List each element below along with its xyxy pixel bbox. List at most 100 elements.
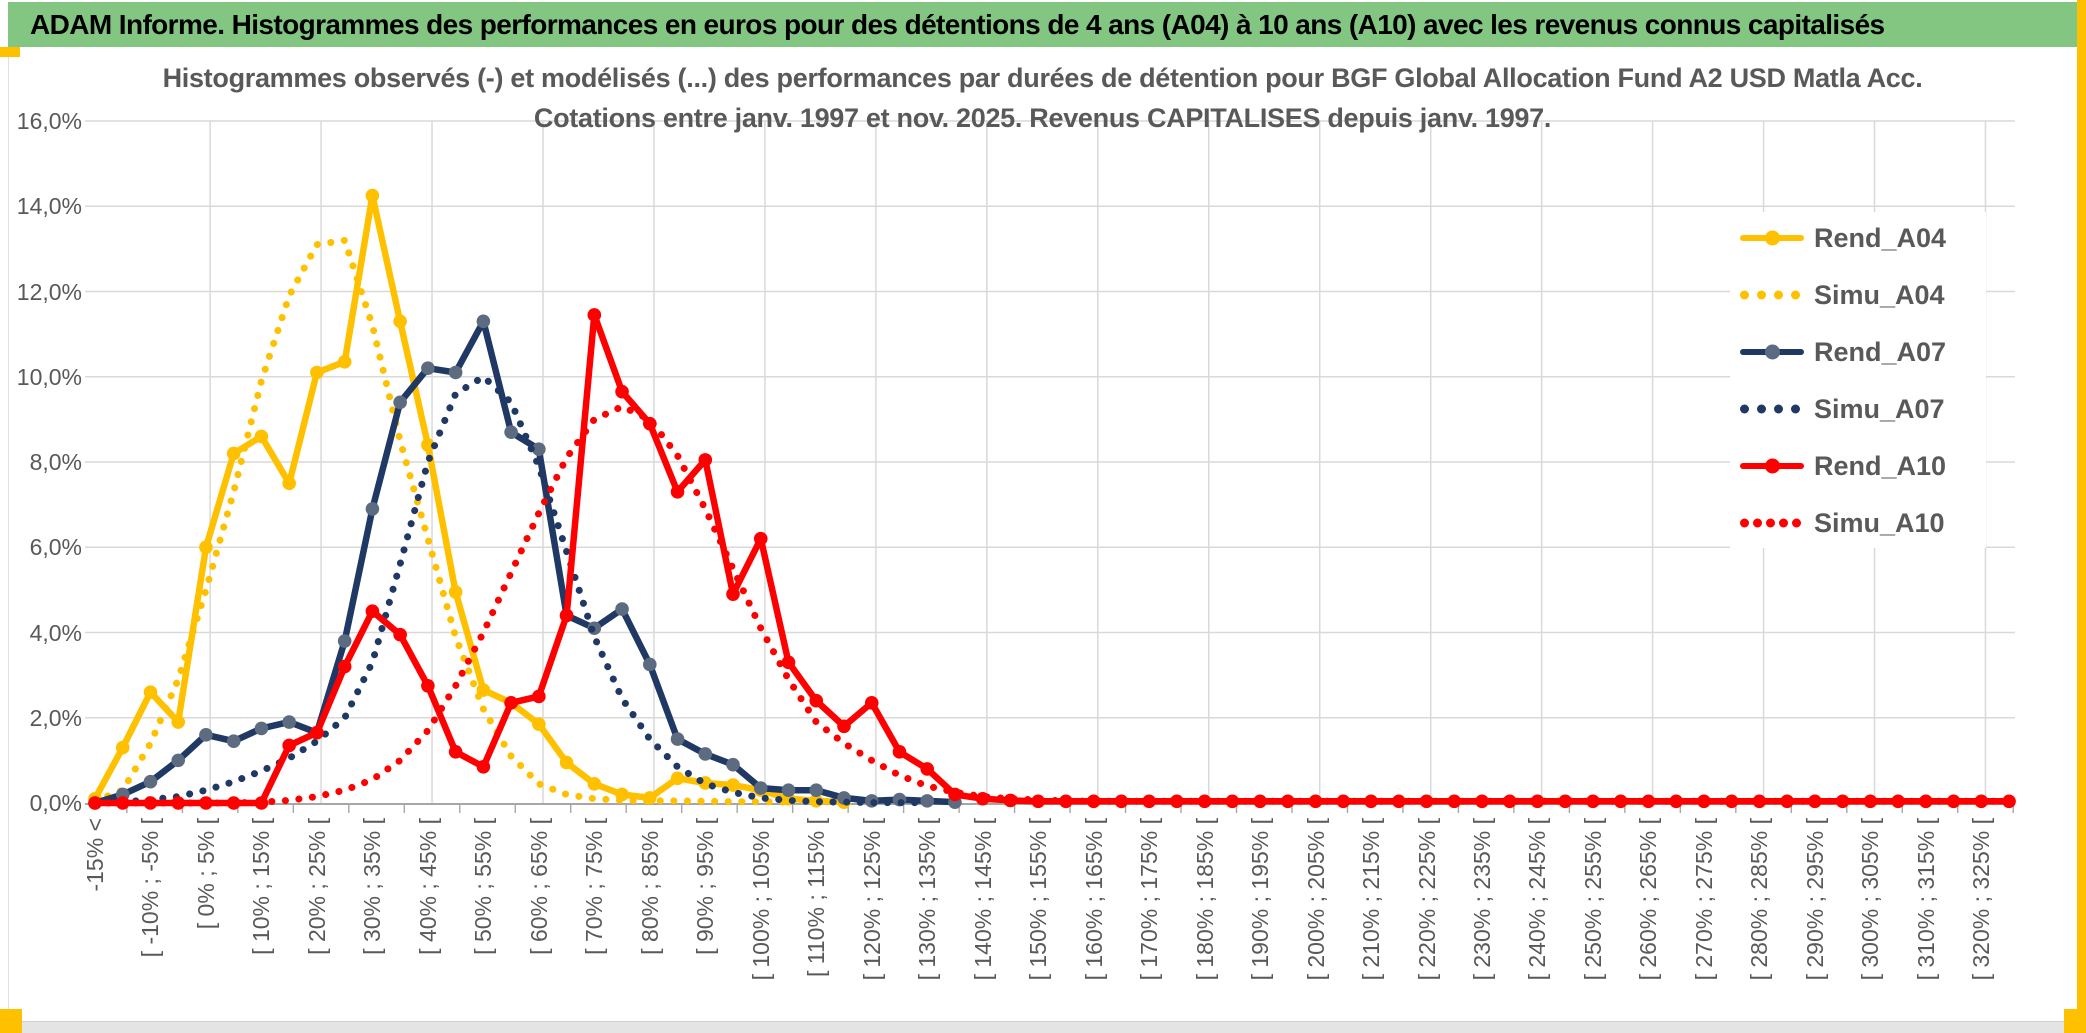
marker-Rend_A07	[337, 634, 352, 648]
x-tick-label: [ 70% ; 75% [	[581, 818, 608, 955]
marker-Rend_A07	[393, 395, 407, 410]
y-tick-label: 10,0%	[16, 363, 82, 390]
marker-Rend_A07	[448, 365, 463, 380]
marker-Rend_A04	[365, 188, 380, 203]
marker-Rend_A07	[254, 721, 269, 736]
marker-Rend_A10	[809, 693, 824, 708]
marker-Rend_A10	[282, 738, 296, 753]
series-Rend_A10	[88, 308, 2016, 810]
marker-Rend_A07	[753, 781, 768, 795]
marker-Rend_A10	[698, 453, 713, 467]
marker-Rend_A04	[199, 540, 213, 555]
gold-chip-top-left	[0, 47, 20, 57]
legend-label: Simu_A07	[1814, 393, 1945, 424]
marker-Rend_A10	[753, 531, 768, 546]
series-Simu_A10	[91, 402, 2013, 807]
legend-label: Rend_A04	[1814, 222, 1947, 253]
dotted-line-swatch-icon	[1740, 400, 1804, 418]
marker-Rend_A04	[310, 365, 324, 380]
marker-Rend_A04	[115, 740, 130, 755]
legend-label: Simu_A10	[1814, 507, 1945, 538]
marker-Rend_A07	[698, 747, 713, 761]
x-tick-label: [ 0% ; 5% [	[192, 818, 219, 930]
dotted-line-swatch-icon	[1740, 286, 1804, 304]
legend-item-Rend_A07[interactable]: Rend_A07	[1740, 336, 1946, 368]
y-tick-label: 14,0%	[16, 193, 82, 220]
marker-Rend_A10	[670, 485, 685, 499]
marker-Rend_A10	[337, 659, 352, 674]
marker-Rend_A10	[559, 608, 574, 623]
x-tick-label: [ 200% ; 205% [	[1302, 818, 1329, 981]
marker-Rend_A10	[1419, 794, 1434, 809]
marker-Rend_A07	[532, 442, 546, 457]
marker-Rend_A10	[1641, 794, 1656, 809]
y-tick-label: 6,0%	[29, 534, 82, 561]
x-tick-label: [ 10% ; 15% [	[248, 818, 275, 955]
y-tick-label: 0,0%	[29, 790, 82, 816]
marker-Rend_A04	[532, 717, 546, 731]
marker-Rend_A04	[726, 778, 740, 792]
marker-Rend_A10	[726, 587, 740, 601]
gold-chip-bottom-right	[2064, 1009, 2086, 1033]
marker-Rend_A10	[781, 655, 796, 670]
legend-item-Simu_A07[interactable]: Simu_A07	[1740, 393, 1945, 425]
x-tick-label: [ 80% ; 85% [	[636, 818, 663, 955]
gold-chip-bottom-left	[0, 1009, 22, 1033]
marker-Rend_A07	[615, 602, 629, 616]
chart-legend: Rend_A04 Simu_A04 Rend_A07 Simu_A07 Rend_A10…	[1730, 212, 1986, 548]
x-tick-label: [ 160% ; 165% [	[1080, 818, 1107, 981]
series-line-Rend_A10	[91, 311, 2013, 807]
marker-Rend_A10	[1586, 794, 1600, 809]
y-tick-label: 4,0%	[29, 619, 82, 646]
x-tick-label: [ 90% ; 95% [	[692, 818, 719, 955]
marker-Rend_A07	[199, 728, 213, 742]
series-line-Rend_A04	[91, 192, 848, 806]
marker-Rend_A07	[421, 361, 435, 376]
y-tick-label: 16,0%	[16, 108, 82, 134]
x-tick-label: [ 100% ; 105% [	[747, 818, 774, 981]
marker-Rend_A07	[726, 757, 740, 772]
x-tick-label: -15% <	[82, 818, 108, 892]
x-tick-label: [ 320% ; 325% [	[1968, 818, 1995, 981]
marker-Rend_A07	[226, 734, 241, 748]
series-Rend_A07	[88, 314, 962, 810]
legend-item-Simu_A04[interactable]: Simu_A04	[1740, 279, 1945, 311]
x-tick-label: [ 20% ; 25% [	[303, 818, 330, 955]
marker-Rend_A10	[587, 308, 602, 322]
series-line-Simu_A10	[91, 402, 2013, 807]
marker-Rend_A07	[504, 425, 518, 439]
x-tick-label: [ 240% ; 245% [	[1524, 818, 1551, 981]
legend-item-Simu_A10[interactable]: Simu_A10	[1740, 507, 1945, 539]
marker-Rend_A10	[1669, 794, 1683, 809]
x-tick-label: [ 290% ; 295% [	[1801, 818, 1828, 981]
marker-Rend_A07	[920, 794, 934, 808]
marker-Rend_A10	[393, 627, 407, 642]
marker-Rend_A10	[448, 745, 463, 759]
marker-Rend_A04	[559, 755, 574, 770]
legend-item-Rend_A04[interactable]: Rend_A04	[1740, 222, 1946, 254]
marker-Rend_A07	[809, 783, 824, 798]
marker-Rend_A04	[171, 715, 186, 729]
legend-label: Simu_A04	[1814, 279, 1945, 310]
marker-Rend_A10	[1475, 794, 1489, 809]
marker-Rend_A04	[337, 355, 352, 369]
x-tick-label: [ 260% ; 265% [	[1635, 818, 1662, 981]
legend-item-Rend_A10[interactable]: Rend_A10	[1740, 450, 1946, 482]
solid-line-swatch-icon	[1740, 343, 1804, 361]
x-tick-label: [ 180% ; 185% [	[1191, 818, 1218, 981]
marker-Rend_A10	[421, 678, 435, 693]
solid-line-swatch-icon	[1740, 229, 1804, 247]
header-bar: ADAM Informe. Histogrammes des performan…	[8, 2, 2078, 47]
page-title: ADAM Informe. Histogrammes des performan…	[30, 8, 1885, 40]
chart-title-line1: Histogrammes observés (-) et modélisés (…	[162, 63, 1923, 93]
x-tick-label: [ -10% ; -5% [	[137, 818, 164, 958]
legend-label: Rend_A07	[1814, 336, 1947, 367]
series-Rend_A04	[88, 188, 851, 809]
x-tick-label: [ 170% ; 175% [	[1136, 818, 1163, 981]
x-tick-label: [ 50% ; 55% [	[470, 818, 497, 955]
series-line-Simu_A04	[91, 236, 792, 806]
chart-title: Histogrammes observés (-) et modélisés (…	[85, 58, 2000, 138]
marker-Rend_A04	[670, 771, 685, 786]
marker-Rend_A10	[1447, 794, 1462, 809]
dotted-line-swatch-icon	[1740, 514, 1804, 532]
